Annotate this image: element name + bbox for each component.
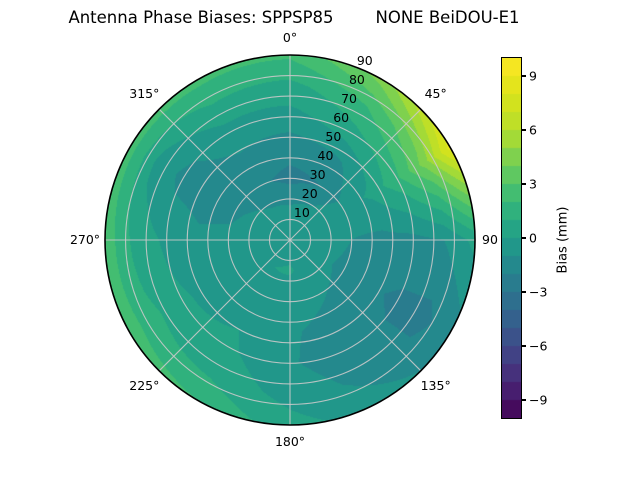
radial-label-40: 40 bbox=[317, 148, 334, 164]
polar-field-canvas bbox=[105, 55, 475, 425]
figure-title: Antenna Phase Biases: SPPSP85 NONE BeiDO… bbox=[68, 8, 520, 27]
angle-label-0: 0° bbox=[282, 30, 298, 45]
colorbar-tick-label-3: 3 bbox=[529, 176, 537, 192]
radial-label-70: 70 bbox=[341, 91, 358, 107]
angle-label-315: 315° bbox=[129, 86, 160, 102]
radial-label-90: 90 bbox=[356, 53, 373, 69]
angle-label-45: 45° bbox=[424, 86, 447, 102]
angle-label-270: 270° bbox=[69, 232, 101, 247]
colorbar-tick-label-0: 0 bbox=[529, 230, 537, 246]
colorbar-tick-label-−6: −6 bbox=[529, 338, 548, 354]
colorbar-tick-label-9: 9 bbox=[529, 68, 537, 84]
colorbar-tick-9 bbox=[522, 75, 526, 77]
colorbar-axis-label: Bias (mm) bbox=[555, 206, 571, 274]
colorbar-tick-label-−3: −3 bbox=[529, 284, 548, 300]
colorbar-tick-6 bbox=[522, 129, 526, 131]
angle-label-225: 225° bbox=[129, 377, 160, 393]
radial-label-20: 20 bbox=[301, 186, 318, 202]
colorbar-tick-−6 bbox=[522, 345, 526, 347]
colorbar-band-canvas bbox=[502, 58, 521, 418]
radial-label-80: 80 bbox=[348, 72, 365, 88]
colorbar-tick-−9 bbox=[522, 399, 526, 401]
colorbar-tick-0 bbox=[522, 237, 526, 239]
radial-label-60: 60 bbox=[333, 110, 350, 126]
radial-label-10: 10 bbox=[293, 205, 310, 220]
colorbar bbox=[501, 57, 522, 419]
angle-label-90: 90 bbox=[482, 232, 498, 247]
radial-label-50: 50 bbox=[325, 129, 342, 145]
colorbar-tick-3 bbox=[522, 183, 526, 185]
angle-label-135: 135° bbox=[420, 377, 451, 393]
angle-label-180: 180° bbox=[274, 434, 306, 449]
colorbar-tick-−3 bbox=[522, 291, 526, 293]
colorbar-tick-label-−9: −9 bbox=[529, 392, 548, 408]
colorbar-tick-label-6: 6 bbox=[529, 122, 537, 138]
radial-label-30: 30 bbox=[309, 167, 326, 183]
